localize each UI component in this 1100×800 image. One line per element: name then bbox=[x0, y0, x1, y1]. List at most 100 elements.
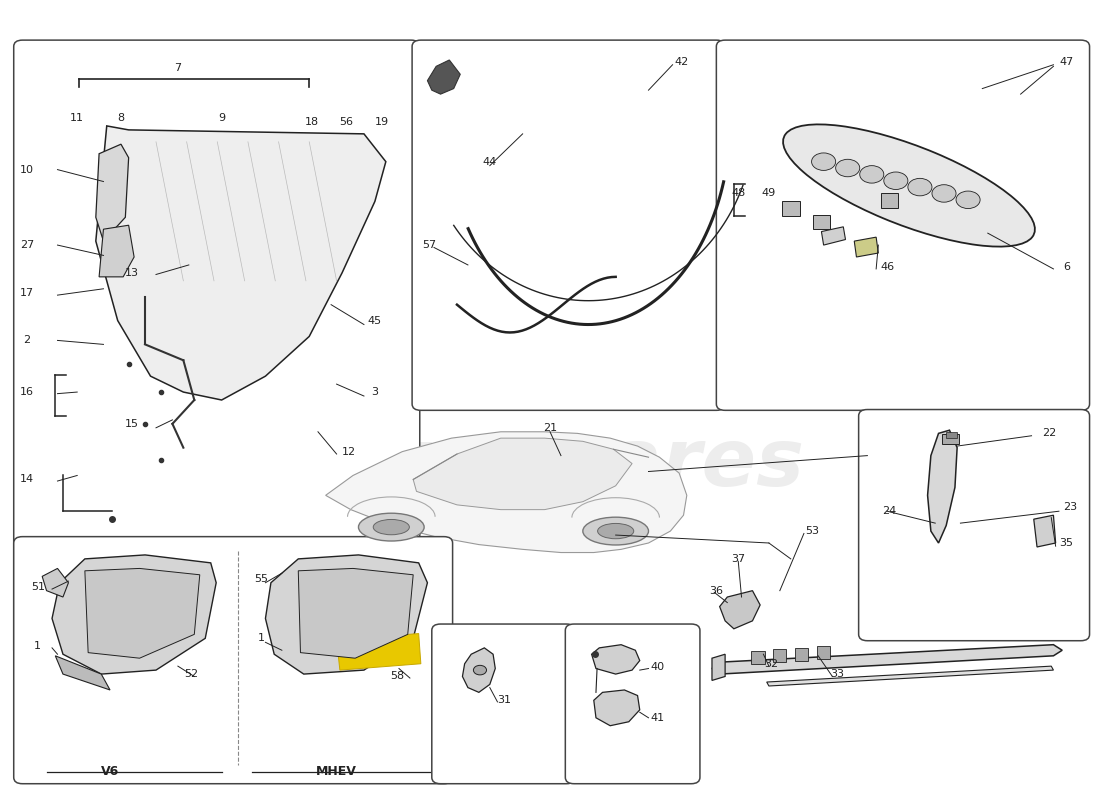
Text: 2: 2 bbox=[23, 335, 31, 346]
Polygon shape bbox=[298, 569, 414, 658]
Text: 27: 27 bbox=[20, 240, 34, 250]
Text: 6: 6 bbox=[1063, 262, 1070, 271]
Bar bbox=[946, 432, 957, 438]
Polygon shape bbox=[927, 430, 957, 543]
Polygon shape bbox=[594, 690, 640, 726]
Polygon shape bbox=[414, 438, 632, 510]
Bar bbox=[795, 648, 808, 661]
Polygon shape bbox=[462, 648, 495, 692]
Text: 21: 21 bbox=[543, 423, 557, 433]
Circle shape bbox=[836, 159, 860, 177]
Text: 10: 10 bbox=[20, 165, 34, 174]
Polygon shape bbox=[96, 126, 386, 400]
FancyBboxPatch shape bbox=[565, 624, 700, 784]
Polygon shape bbox=[52, 555, 217, 674]
Text: 32: 32 bbox=[764, 658, 778, 669]
Polygon shape bbox=[96, 144, 129, 241]
Polygon shape bbox=[1034, 515, 1056, 547]
Polygon shape bbox=[822, 227, 846, 245]
Circle shape bbox=[956, 191, 980, 209]
Text: 18: 18 bbox=[305, 117, 319, 127]
Text: 35: 35 bbox=[1059, 538, 1074, 548]
Text: 16: 16 bbox=[20, 387, 34, 397]
Text: 37: 37 bbox=[732, 554, 746, 564]
Text: V6: V6 bbox=[101, 766, 119, 778]
Text: 17: 17 bbox=[20, 288, 34, 298]
Text: 55: 55 bbox=[254, 574, 268, 584]
Polygon shape bbox=[428, 60, 460, 94]
Text: 33: 33 bbox=[829, 669, 844, 679]
Ellipse shape bbox=[373, 519, 409, 534]
Circle shape bbox=[883, 172, 908, 190]
Text: 3: 3 bbox=[372, 387, 378, 397]
Bar bbox=[817, 646, 830, 659]
Text: 31: 31 bbox=[497, 695, 512, 706]
Text: eurospares: eurospares bbox=[296, 425, 804, 502]
Text: 52: 52 bbox=[184, 669, 198, 679]
Bar bbox=[880, 194, 898, 208]
Text: 13: 13 bbox=[125, 268, 139, 278]
Polygon shape bbox=[337, 634, 421, 670]
Polygon shape bbox=[719, 590, 760, 629]
Text: 7: 7 bbox=[174, 63, 182, 73]
Text: 14: 14 bbox=[20, 474, 34, 485]
FancyBboxPatch shape bbox=[432, 624, 575, 784]
Text: 9: 9 bbox=[218, 113, 226, 123]
Circle shape bbox=[908, 178, 932, 196]
Text: 53: 53 bbox=[805, 526, 820, 536]
Text: 22: 22 bbox=[1042, 428, 1056, 438]
Text: 12: 12 bbox=[342, 446, 355, 457]
Polygon shape bbox=[592, 645, 640, 674]
Text: 46: 46 bbox=[880, 262, 894, 271]
Polygon shape bbox=[712, 645, 1063, 674]
Text: 8: 8 bbox=[118, 113, 124, 123]
Ellipse shape bbox=[597, 523, 634, 538]
Bar bbox=[782, 202, 800, 216]
Ellipse shape bbox=[583, 517, 649, 545]
Text: 45: 45 bbox=[367, 315, 382, 326]
Bar bbox=[942, 434, 959, 444]
Text: 56: 56 bbox=[340, 117, 353, 127]
Text: 41: 41 bbox=[650, 713, 664, 722]
Text: 47: 47 bbox=[1059, 58, 1074, 67]
Text: 23: 23 bbox=[1063, 502, 1077, 512]
Circle shape bbox=[812, 153, 836, 170]
Text: 1: 1 bbox=[257, 634, 265, 643]
FancyBboxPatch shape bbox=[859, 410, 1090, 641]
Polygon shape bbox=[767, 666, 1054, 686]
Circle shape bbox=[932, 185, 956, 202]
Text: 11: 11 bbox=[70, 113, 85, 123]
FancyBboxPatch shape bbox=[13, 40, 420, 657]
Text: 57: 57 bbox=[422, 240, 437, 250]
Text: 42: 42 bbox=[674, 58, 689, 67]
Text: 48: 48 bbox=[732, 189, 746, 198]
Text: 36: 36 bbox=[710, 586, 724, 596]
Bar bbox=[813, 215, 830, 229]
FancyBboxPatch shape bbox=[716, 40, 1090, 410]
Polygon shape bbox=[855, 237, 878, 257]
Polygon shape bbox=[55, 656, 110, 690]
Polygon shape bbox=[326, 432, 686, 553]
Text: 15: 15 bbox=[125, 419, 139, 429]
FancyBboxPatch shape bbox=[13, 537, 452, 784]
Text: 24: 24 bbox=[882, 506, 896, 516]
Circle shape bbox=[860, 166, 883, 183]
Ellipse shape bbox=[359, 514, 425, 541]
Polygon shape bbox=[265, 555, 428, 674]
Circle shape bbox=[473, 666, 486, 675]
Text: 44: 44 bbox=[483, 157, 497, 166]
Text: a passion
for parts since 1985: a passion for parts since 1985 bbox=[605, 318, 758, 354]
Bar bbox=[751, 651, 764, 664]
Text: 1: 1 bbox=[34, 642, 42, 651]
Polygon shape bbox=[42, 569, 68, 597]
Text: 51: 51 bbox=[31, 582, 45, 592]
Text: 49: 49 bbox=[762, 189, 776, 198]
Text: 58: 58 bbox=[389, 671, 404, 682]
Polygon shape bbox=[85, 569, 200, 658]
Bar bbox=[773, 650, 786, 662]
Text: 19: 19 bbox=[374, 117, 388, 127]
Text: MHEV: MHEV bbox=[316, 766, 358, 778]
Ellipse shape bbox=[783, 124, 1035, 246]
Polygon shape bbox=[99, 226, 134, 277]
FancyBboxPatch shape bbox=[412, 40, 725, 410]
